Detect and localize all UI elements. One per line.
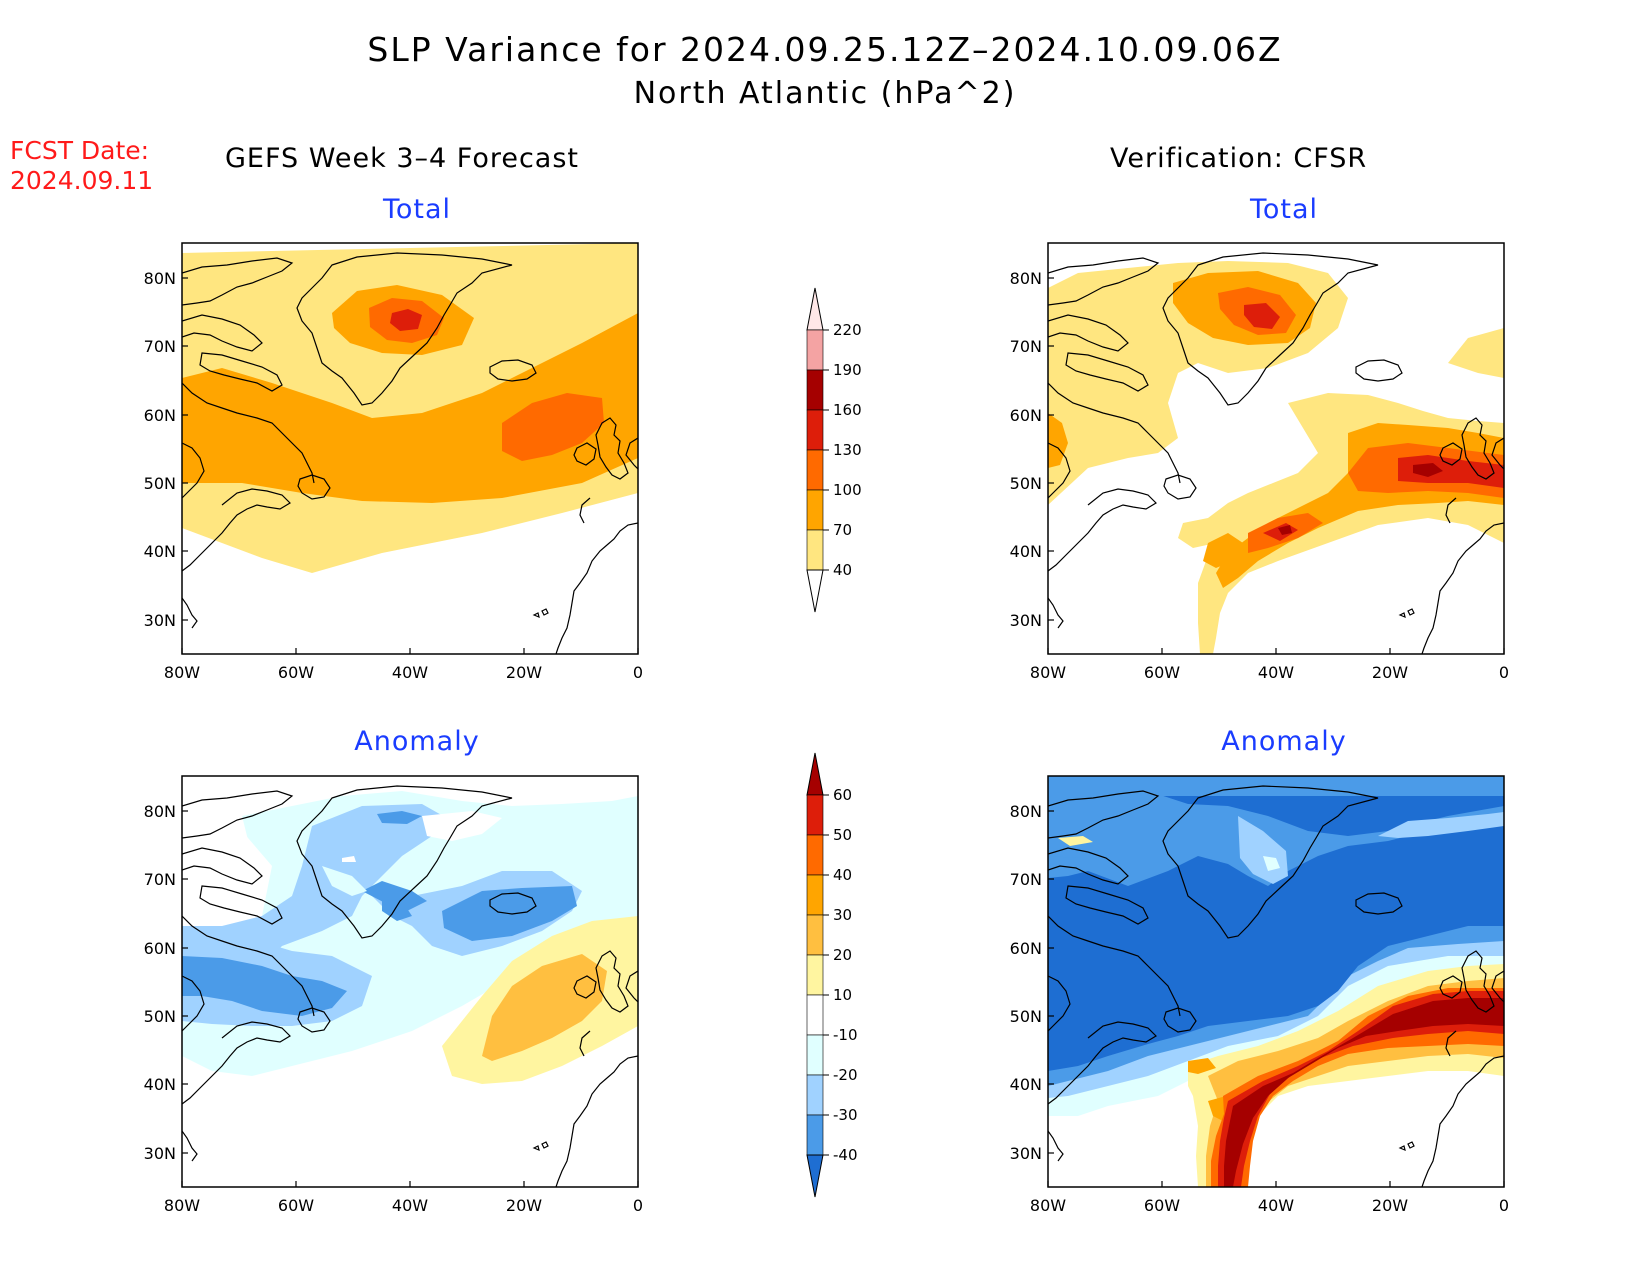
lon-label: 80W xyxy=(1030,1196,1066,1215)
lat-label: 30N xyxy=(144,611,176,630)
lon-label: 0 xyxy=(633,663,643,682)
colorbar-box xyxy=(806,409,824,451)
colorbar-label: 160 xyxy=(833,401,862,419)
panel-title-forecast-total: Total xyxy=(382,194,452,225)
colorbar-box xyxy=(806,994,824,1036)
colorbar-box xyxy=(806,1034,824,1076)
colorbar-top-arrow xyxy=(806,287,824,331)
lon-label: 20W xyxy=(1372,663,1408,682)
lat-label: 80N xyxy=(1010,802,1042,821)
colorbar-box xyxy=(806,794,824,836)
lon-label: 0 xyxy=(633,1196,643,1215)
main-title: SLP Variance for 2024.09.25.12Z–2024.10.… xyxy=(367,30,1283,69)
map-forecast-anomaly xyxy=(181,775,639,1188)
lat-label: 70N xyxy=(1010,870,1042,889)
colorbar-label: 190 xyxy=(833,361,862,379)
lon-label: 40W xyxy=(1258,1196,1294,1215)
colorbar-box xyxy=(806,329,824,371)
lon-label: 40W xyxy=(392,1196,428,1215)
anomaly-colorbar: 60 50 40 30 20 10 -10 -20 -30 -40 xyxy=(806,752,858,1198)
lat-label: 40N xyxy=(1010,542,1042,561)
lon-label: 60W xyxy=(278,1196,314,1215)
lat-label: 40N xyxy=(144,542,176,561)
lon-label: 0 xyxy=(1499,663,1509,682)
column-title-forecast: GEFS Week 3–4 Forecast xyxy=(225,143,580,174)
total-colorbar: 220 190 160 130 100 70 40 xyxy=(806,287,862,613)
colorbar-label: 100 xyxy=(833,481,862,499)
lat-label: 40N xyxy=(144,1075,176,1094)
panel-title-verification-anomaly: Anomaly xyxy=(1221,726,1347,757)
colorbar-box xyxy=(806,489,824,531)
lon-label: 20W xyxy=(506,663,542,682)
map-verification-anomaly xyxy=(1047,775,1505,1188)
lat-label: 70N xyxy=(1010,337,1042,356)
colorbar-box xyxy=(806,529,824,571)
lat-label: 70N xyxy=(144,870,176,889)
lon-label: 80W xyxy=(164,663,200,682)
colorbar-label: 20 xyxy=(833,946,852,964)
lat-label: 30N xyxy=(1010,1144,1042,1163)
colorbar-box xyxy=(806,1074,824,1116)
map-verification-total xyxy=(1047,242,1505,655)
colorbar-label: -30 xyxy=(833,1106,858,1124)
lon-label: 80W xyxy=(164,1196,200,1215)
lat-label: 60N xyxy=(144,939,176,958)
lon-label: 60W xyxy=(1144,663,1180,682)
lat-label: 80N xyxy=(144,269,176,288)
lat-label: 70N xyxy=(144,337,176,356)
colorbar-box xyxy=(806,954,824,996)
colorbar-label: 130 xyxy=(833,441,862,459)
lat-label: 50N xyxy=(144,474,176,493)
lat-label: 30N xyxy=(144,1144,176,1163)
panel-title-forecast-anomaly: Anomaly xyxy=(354,726,480,757)
map-forecast-total xyxy=(181,242,639,655)
colorbar-box xyxy=(806,834,824,876)
lon-label: 80W xyxy=(1030,663,1066,682)
colorbar-box xyxy=(806,1114,824,1156)
lat-label: 80N xyxy=(1010,269,1042,288)
colorbar-top-arrow xyxy=(806,752,824,796)
colorbar-label: 40 xyxy=(833,561,852,579)
lon-label: 60W xyxy=(278,663,314,682)
colorbar-bottom-arrow xyxy=(806,1154,824,1198)
column-title-verification: Verification: CFSR xyxy=(1110,143,1368,174)
lat-label: 50N xyxy=(1010,1007,1042,1026)
forecast-date-value: 2024.09.11 xyxy=(10,166,154,195)
lat-label: 40N xyxy=(1010,1075,1042,1094)
colorbar-label: -10 xyxy=(833,1026,858,1044)
panel-title-verification-total: Total xyxy=(1249,194,1319,225)
lat-label: 60N xyxy=(1010,939,1042,958)
colorbar-label: 30 xyxy=(833,906,852,924)
colorbar-label: 220 xyxy=(833,321,862,339)
lat-label: 50N xyxy=(144,1007,176,1026)
colorbar-box xyxy=(806,914,824,956)
colorbar-bottom-arrow xyxy=(806,569,824,613)
axis-labels: 80N 70N 60N 50N 40N 30N 80W 60W 40W 20W 0 80N 70N 60N… xyxy=(144,269,1509,1215)
main-subtitle: North Atlantic (hPa^2) xyxy=(633,76,1017,111)
colorbar-box xyxy=(806,874,824,916)
forecast-date-label: FCST Date: xyxy=(10,136,150,165)
lat-label: 60N xyxy=(1010,406,1042,425)
lon-label: 40W xyxy=(1258,663,1294,682)
colorbar-label: 10 xyxy=(833,986,852,1004)
lon-label: 20W xyxy=(1372,1196,1408,1215)
lat-label: 50N xyxy=(1010,474,1042,493)
colorbar-label: 40 xyxy=(833,866,852,884)
lat-label: 80N xyxy=(144,802,176,821)
colorbar-label: 60 xyxy=(833,786,852,804)
lon-label: 40W xyxy=(392,663,428,682)
colorbar-label: -40 xyxy=(833,1146,858,1164)
lon-label: 20W xyxy=(506,1196,542,1215)
colorbar-label: 70 xyxy=(833,521,852,539)
forecast-date-block: FCST Date: 2024.09.11 xyxy=(10,136,153,196)
colorbar-label: -20 xyxy=(833,1066,858,1084)
lat-label: 60N xyxy=(144,406,176,425)
colorbar-label: 50 xyxy=(833,826,852,844)
lat-label: 30N xyxy=(1010,611,1042,630)
lon-label: 0 xyxy=(1499,1196,1509,1215)
colorbar-box xyxy=(806,449,824,491)
colorbar-box xyxy=(806,369,824,411)
lon-label: 60W xyxy=(1144,1196,1180,1215)
